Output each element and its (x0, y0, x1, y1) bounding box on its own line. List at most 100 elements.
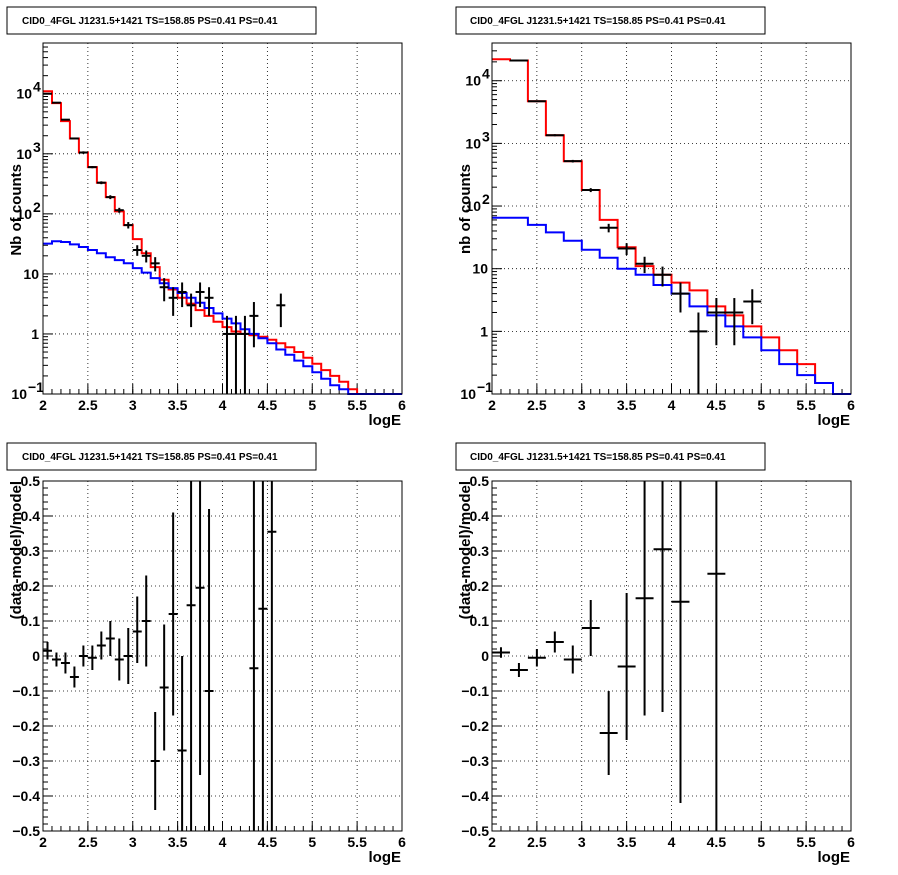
y-tick-label: −0.2 (461, 718, 489, 734)
data-point (249, 302, 259, 348)
title-box (6, 6, 317, 35)
data-point (581, 600, 600, 656)
data-point (563, 645, 582, 674)
y-tick-label-base: 10 (16, 86, 32, 102)
data-point (527, 100, 546, 103)
x-tick-label: 2 (39, 834, 47, 850)
data-point (123, 222, 133, 229)
y-tick-label: 0.1 (21, 613, 41, 629)
x-tick-label: 3.5 (168, 397, 188, 413)
x-tick-label: 4 (219, 834, 227, 850)
data-point (60, 118, 70, 121)
y-tick-label-exponent: 3 (33, 139, 41, 155)
data-point (177, 282, 187, 308)
y-axis-title: nb of counts (457, 164, 474, 254)
data-point (653, 266, 672, 287)
x-tick-label: 2 (488, 834, 496, 850)
y-tick-label-exponent: 2 (33, 199, 41, 215)
y-tick-label: 0.2 (21, 578, 41, 594)
x-axis-title: logE (818, 412, 851, 429)
plot-background (43, 481, 402, 831)
y-tick-label: 10 (23, 266, 39, 282)
data-point (150, 257, 160, 272)
y-tick-label-base: 10 (16, 206, 32, 222)
data-point (195, 282, 205, 308)
data-point (168, 287, 178, 316)
data-point (195, 481, 205, 775)
x-tick-label: 3.5 (617, 397, 637, 413)
x-tick-label: 6 (398, 834, 406, 850)
data-point (258, 481, 268, 831)
data-point (599, 223, 618, 233)
data-point (132, 596, 142, 663)
plot-frame (491, 42, 852, 395)
x-tick-label: 3 (578, 397, 586, 413)
plot-frame (42, 480, 403, 832)
data-point (492, 647, 510, 658)
y-tick-label: 0.3 (21, 543, 41, 559)
y-tick-label-exponent: −1 (477, 379, 493, 395)
x-tick-label: 3.5 (168, 834, 188, 850)
data-point (509, 59, 528, 62)
data-point (635, 481, 654, 716)
x-tick-label: 3 (129, 397, 137, 413)
data-point (707, 298, 726, 346)
data-point (141, 575, 151, 667)
x-tick-label: 5 (757, 834, 765, 850)
y-tick-label: −0.1 (12, 683, 40, 699)
x-tick-label: 4 (668, 834, 676, 850)
x-tick-label: 6 (847, 834, 855, 850)
y-tick-label-base: 10 (465, 73, 481, 89)
x-tick-label: 2.5 (78, 834, 98, 850)
model-series-line (43, 240, 402, 395)
y-tick-label-base: 10 (465, 198, 481, 214)
panel-bottom-right: CID0_4FGL J1231.5+1421 TS=158.85 PS=0.41… (455, 442, 855, 866)
data-point (689, 312, 708, 394)
data-point (617, 593, 636, 740)
data-point (105, 621, 115, 656)
x-tick-label: 2.5 (527, 397, 547, 413)
data-point (653, 481, 672, 712)
data-point (78, 645, 88, 667)
data-point (168, 512, 178, 716)
title-box (455, 6, 766, 35)
y-tick-label-base: 10 (16, 146, 32, 162)
y-tick-label: 1 (480, 323, 488, 339)
chart-title: CID0_4FGL J1231.5+1421 TS=158.85 PS=0.41… (470, 452, 726, 463)
title-box (6, 442, 317, 471)
y-tick-label-base: 10 (11, 386, 27, 402)
data-point (43, 642, 52, 660)
x-tick-label: 5 (757, 397, 765, 413)
data-point (87, 645, 97, 670)
data-point (581, 188, 600, 193)
data-point (186, 481, 196, 831)
chart-title: CID0_4FGL J1231.5+1421 TS=158.85 PS=0.41… (22, 452, 278, 463)
y-tick-label: 10 (472, 261, 488, 277)
data-point (545, 134, 564, 137)
y-tick-label: −0.4 (12, 788, 40, 804)
data-point (267, 481, 277, 831)
x-tick-label: 5 (308, 834, 316, 850)
data-point (51, 652, 61, 667)
data-point (105, 195, 115, 200)
y-tick-label: 0.4 (21, 508, 41, 524)
data-point (222, 315, 232, 394)
x-axis-title: logE (818, 849, 851, 866)
x-tick-label: 4.5 (707, 397, 727, 413)
data-point (231, 315, 241, 394)
x-tick-label: 5.5 (796, 834, 816, 850)
data-point (132, 245, 142, 256)
plot-area: 2 2.5 3 3.5 4 4.5 5 5.5 6 −0.5 −0.4 −0.3 −0.2 −0.1 0 0.… (12, 473, 406, 850)
data-point (43, 92, 52, 95)
x-tick-label: 2 (488, 397, 496, 413)
data-point (743, 289, 762, 325)
x-tick-label: 3 (578, 834, 586, 850)
y-tick-label-exponent: 4 (482, 66, 490, 82)
x-tick-label: 6 (398, 397, 406, 413)
y-tick-label: −0.5 (12, 823, 40, 839)
x-tick-label: 5 (308, 397, 316, 413)
x-tick-label: 2 (39, 397, 47, 413)
x-tick-label: 5.5 (347, 397, 367, 413)
